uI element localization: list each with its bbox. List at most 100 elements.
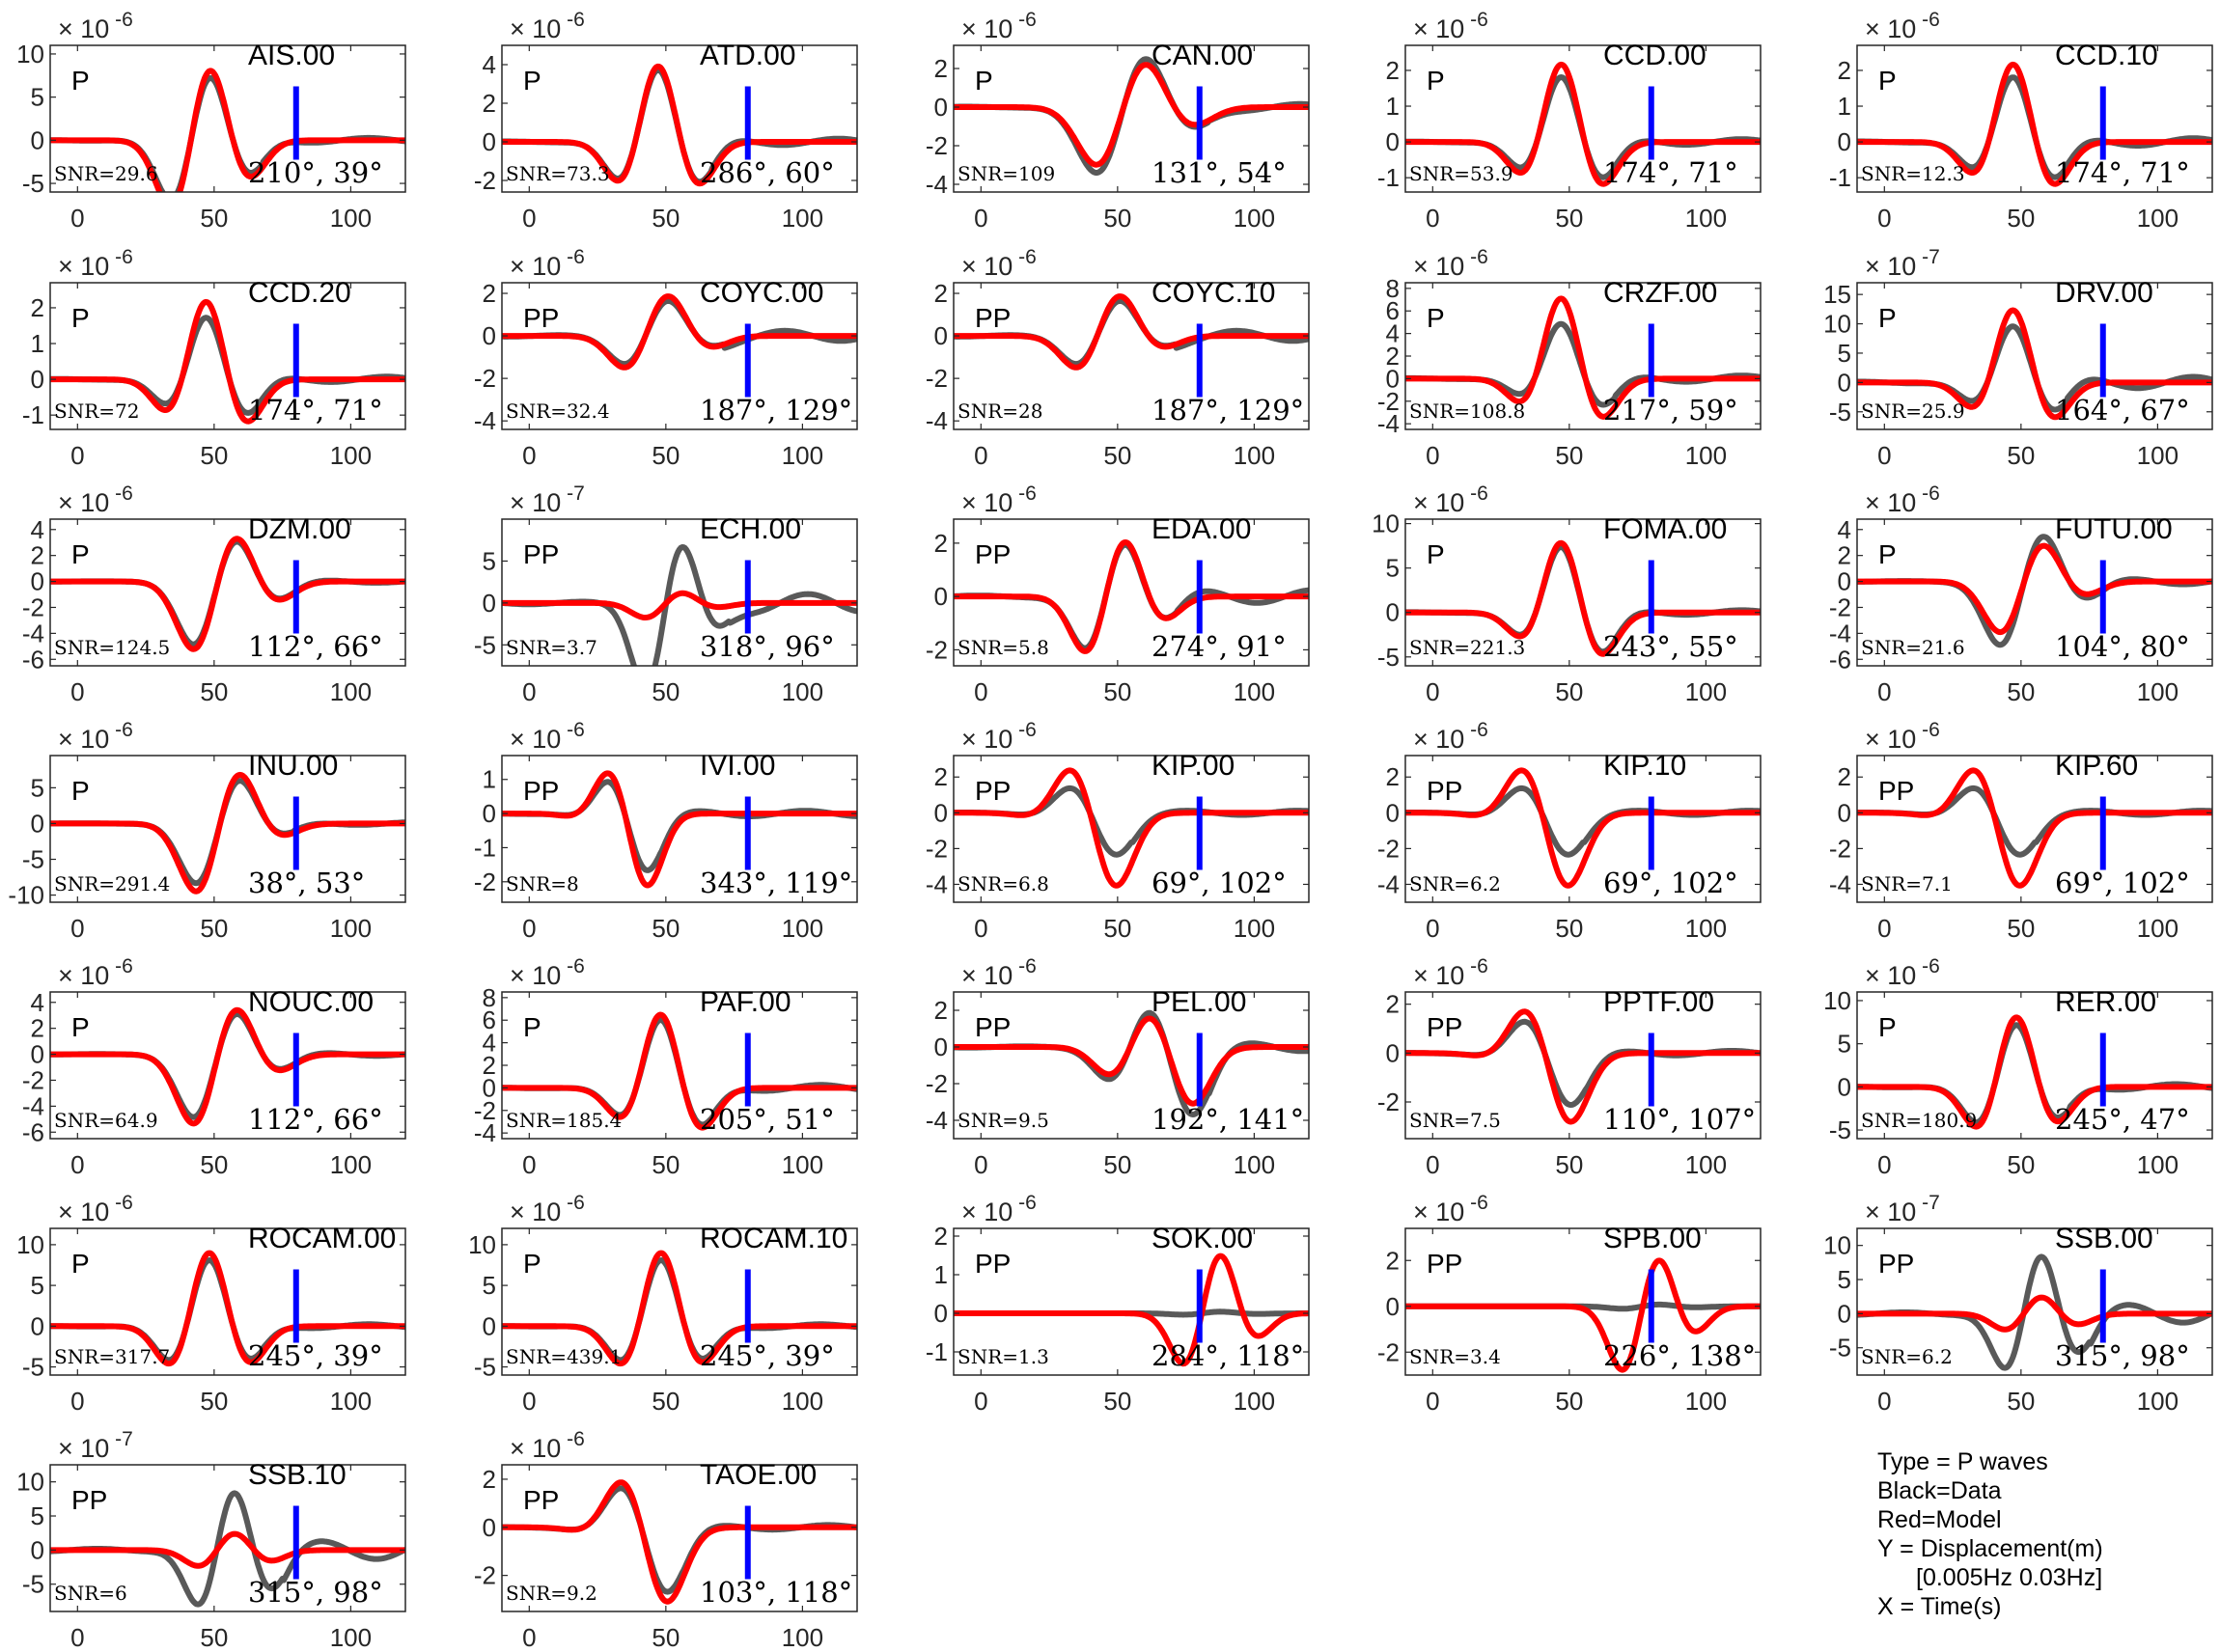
y-exponent-power: -6	[1013, 719, 1037, 741]
phase-label: PP	[975, 1249, 1011, 1279]
x-tick-label: 0	[522, 1150, 536, 1179]
y-tick-label: 5	[31, 1501, 44, 1530]
x-tick-label: 50	[652, 204, 680, 233]
y-tick-label: 2	[1838, 56, 1851, 85]
y-tick-label: -4	[926, 869, 948, 898]
y-exponent: × 10 -6	[58, 1192, 133, 1226]
y-tick-label: -4	[22, 1091, 44, 1120]
angles-label: 284°, 118°	[1152, 1339, 1304, 1372]
y-tick-label: 2	[934, 996, 948, 1025]
y-tick-label: -2	[474, 364, 496, 393]
y-tick-label: 0	[31, 1311, 44, 1340]
station-label: CCD.00	[1603, 40, 1707, 71]
y-exponent: × 10 -7	[510, 482, 585, 517]
model-trace	[1405, 1257, 1761, 1373]
x-tick-label: 100	[1234, 1150, 1275, 1179]
y-exponent-power: -6	[1464, 1192, 1488, 1214]
model-trace	[954, 1015, 1309, 1107]
model-trace	[1857, 1014, 2212, 1130]
station-label: IVI.00	[700, 750, 775, 782]
x-tick-label: 100	[330, 914, 372, 943]
angles-label: 286°, 60°	[700, 156, 835, 189]
x-tick-label: 0	[70, 441, 84, 470]
x-tick-label: 0	[70, 677, 84, 706]
station-label: TAOE.00	[700, 1459, 817, 1491]
angles-label: 226°, 138°	[1603, 1339, 1756, 1372]
model-trace	[502, 293, 857, 371]
phase-label: P	[1878, 539, 1897, 569]
station-label: NOUC.00	[248, 986, 374, 1018]
station-label: SPB.00	[1603, 1223, 1702, 1254]
panel-pel-00: -4 -2 0 2 0 50 100 × 10 -6 PP PEL.00 SNR=9.5 192°, …	[926, 955, 1310, 1179]
x-tick-label: 50	[2007, 677, 2035, 706]
snr-label: SNR=180.9	[1861, 1109, 1977, 1132]
model-trace	[1857, 1294, 2212, 1333]
y-tick-label: -2	[22, 1065, 44, 1094]
phase-label: P	[71, 303, 90, 333]
y-exponent-power: -6	[1013, 955, 1037, 977]
snr-label: SNR=6.2	[1409, 872, 1501, 895]
x-tick-label: 0	[1426, 204, 1439, 233]
y-tick-label: 10	[16, 1468, 44, 1497]
plot-area	[502, 544, 857, 666]
station-label: COYC.10	[1152, 277, 1275, 309]
panel-coyc-00: -4 -2 0 2 0 50 100 × 10 -6 PP COYC.00 SNR=32.4 187°…	[474, 246, 858, 470]
angles-label: 343°, 119°	[700, 867, 852, 899]
x-tick-label: 0	[1426, 441, 1439, 470]
x-tick-label: 50	[200, 914, 228, 943]
y-tick-label: 2	[31, 1014, 44, 1043]
y-tick-label: 0	[483, 127, 496, 156]
y-tick-label: 5	[31, 1271, 44, 1300]
axes-frame	[953, 991, 1310, 1140]
snr-label: SNR=3.4	[1409, 1345, 1501, 1368]
x-tick-label: 50	[1555, 677, 1583, 706]
y-tick-label: -2	[474, 1096, 496, 1125]
model-trace	[1405, 539, 1761, 657]
x-tick-label: 100	[330, 677, 372, 706]
y-tick-label: -4	[1829, 619, 1851, 647]
phase-label: P	[71, 776, 90, 806]
x-tick-label: 50	[652, 1150, 680, 1179]
x-tick-label: 100	[1234, 1387, 1275, 1416]
y-tick-label: 5	[31, 83, 44, 112]
axes-frame	[501, 755, 858, 903]
x-tick-label: 50	[1555, 1150, 1583, 1179]
y-tick-label: 10	[16, 1230, 44, 1259]
y-tick-label: 2	[934, 54, 948, 83]
y-tick-label: 0	[1386, 798, 1400, 827]
y-tick-label: -2	[926, 364, 948, 393]
x-tick-label: 0	[1877, 1387, 1891, 1416]
y-tick-label: 2	[934, 529, 948, 558]
snr-label: SNR=317.7	[54, 1345, 170, 1368]
angles-label: 187°, 129°	[700, 394, 852, 427]
station-label: CAN.00	[1152, 40, 1253, 71]
y-tick-label: -2	[1829, 592, 1851, 621]
legend-x: X = Time(s)	[1877, 1593, 2002, 1620]
y-exponent-power: -7	[561, 482, 585, 505]
x-tick-label: 0	[974, 204, 987, 233]
x-tick-label: 100	[2137, 914, 2178, 943]
angles-label: 187°, 129°	[1152, 394, 1304, 427]
axes-frame	[953, 518, 1310, 667]
x-tick-label: 50	[2007, 914, 2035, 943]
y-exponent: × 10 -7	[1865, 246, 1940, 281]
y-tick-label: -2	[1829, 834, 1851, 863]
plot-area	[502, 770, 857, 889]
y-tick-label: 4	[483, 50, 496, 79]
station-label: FUTU.00	[2055, 513, 2173, 545]
y-tick-label: 2	[483, 1465, 496, 1494]
legend-type: Type = P waves	[1877, 1448, 2048, 1475]
plot-area	[502, 1011, 857, 1131]
y-tick-label: 0	[483, 321, 496, 350]
snr-label: SNR=439.1	[506, 1345, 622, 1368]
phase-label: PP	[975, 776, 1011, 806]
y-exponent-power: -6	[1464, 246, 1488, 268]
axes-frame	[501, 282, 858, 430]
plot-area	[954, 1253, 1309, 1367]
axes-frame	[953, 755, 1310, 903]
y-tick-label: 5	[1838, 339, 1851, 368]
